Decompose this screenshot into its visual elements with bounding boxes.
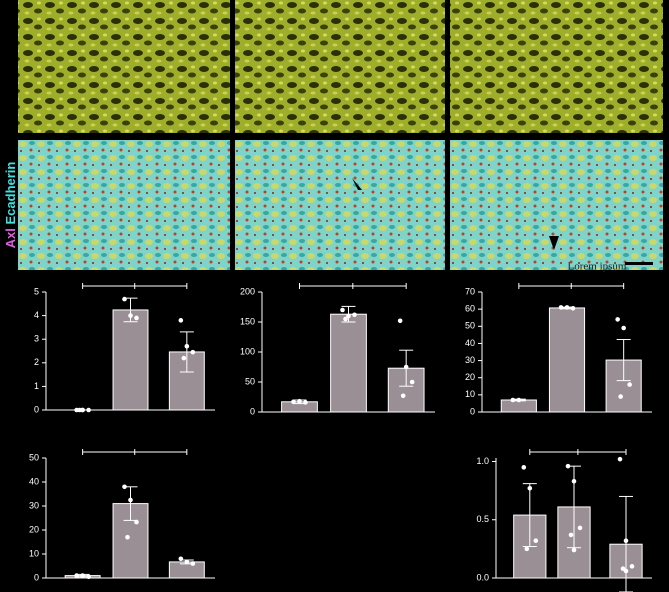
data-point <box>74 573 79 578</box>
y-tick-label: 60 <box>465 304 475 314</box>
image <box>18 0 230 133</box>
y-tick-label: 20 <box>29 524 39 534</box>
y-tick-label: 2 <box>34 357 39 367</box>
data-point <box>524 546 530 552</box>
data-point <box>527 485 533 491</box>
arrow <box>352 178 362 190</box>
data-point <box>80 407 85 413</box>
data-point <box>618 394 623 399</box>
data-point <box>128 313 133 318</box>
image <box>235 0 445 133</box>
data-point <box>303 400 308 405</box>
data-point <box>181 355 187 361</box>
y-tick-label: 50 <box>245 376 255 386</box>
data-point <box>397 318 403 324</box>
data-point <box>516 397 522 403</box>
data-point <box>122 296 127 302</box>
data-point <box>615 317 620 322</box>
y-tick-label: 0 <box>34 404 39 414</box>
data-point <box>134 519 139 525</box>
data-point <box>403 364 409 370</box>
y-tick-label: 0 <box>470 406 475 416</box>
y-tick-label: 30 <box>29 500 39 510</box>
y-tick-label: 50 <box>465 321 475 331</box>
y-tick-label: 0.0 <box>476 572 489 582</box>
data-point <box>128 497 133 503</box>
y-tick-label: 40 <box>465 338 475 348</box>
image <box>450 0 663 133</box>
data-point <box>400 393 406 399</box>
y-tick-label: 4 <box>34 310 39 320</box>
data-point <box>346 313 351 319</box>
data-point <box>627 382 632 387</box>
y-tick-label: 200 <box>240 286 255 296</box>
data-point <box>533 538 539 544</box>
image <box>18 140 230 270</box>
data-point <box>623 538 629 544</box>
data-point <box>558 305 564 310</box>
data-point <box>86 574 91 580</box>
arrow <box>549 236 559 250</box>
data-point <box>340 307 345 313</box>
y-tick-label: 10 <box>29 548 39 558</box>
row-label-axl: Axl <box>3 228 18 248</box>
y-tick-label: 100 <box>240 346 255 356</box>
image <box>450 140 663 270</box>
y-tick-label: 0.5 <box>476 514 489 524</box>
data-point <box>564 305 570 310</box>
y-tick-label: 5 <box>34 286 39 296</box>
y-tick-label: 0 <box>250 406 255 416</box>
image <box>235 140 445 270</box>
bar <box>330 313 367 413</box>
data-point <box>291 399 296 405</box>
y-tick-label: 50 <box>29 452 39 462</box>
data-point <box>617 456 623 462</box>
data-point <box>178 318 184 323</box>
data-point <box>297 398 302 404</box>
scale-label: Lorem ipsum <box>568 261 627 273</box>
data-point <box>125 534 130 540</box>
y-tick-label: 150 <box>240 316 255 326</box>
y-tick-label: 1 <box>34 381 39 391</box>
y-tick-label: 30 <box>465 355 475 365</box>
data-point <box>521 465 527 470</box>
data-point <box>571 479 577 484</box>
y-tick-label: 70 <box>465 286 475 296</box>
data-point <box>577 525 583 531</box>
bar <box>548 307 586 413</box>
bar <box>112 309 149 411</box>
data-point <box>190 561 196 566</box>
data-point <box>621 325 626 331</box>
data-point <box>568 532 574 538</box>
y-tick-label: 0 <box>34 572 39 582</box>
data-point <box>510 397 516 403</box>
y-tick-label: 3 <box>34 334 39 344</box>
data-point <box>409 379 415 385</box>
y-tick-label: 10 <box>465 389 475 399</box>
y-tick-label: 40 <box>29 476 39 486</box>
row-label: Axl Ecadherin <box>3 162 18 249</box>
data-point <box>570 305 576 311</box>
data-point <box>86 407 91 413</box>
data-point <box>184 559 190 565</box>
data-point <box>190 349 196 355</box>
y-tick-label: 1.0 <box>476 456 489 466</box>
row-label-ecad: Ecadherin <box>3 162 18 225</box>
data-point <box>178 556 184 562</box>
data-point <box>184 343 190 349</box>
data-point <box>629 564 635 569</box>
data-point <box>352 312 357 318</box>
micrographs: Lorem ipsum Axl Ecadherin <box>3 0 663 273</box>
data-point <box>565 463 571 469</box>
scale-bar <box>625 262 653 265</box>
data-point <box>80 573 85 578</box>
data-point <box>343 316 348 322</box>
data-point <box>134 315 139 321</box>
data-point <box>122 484 127 490</box>
y-tick-label: 20 <box>465 372 475 382</box>
data-point <box>571 547 577 553</box>
data-point <box>623 568 629 574</box>
